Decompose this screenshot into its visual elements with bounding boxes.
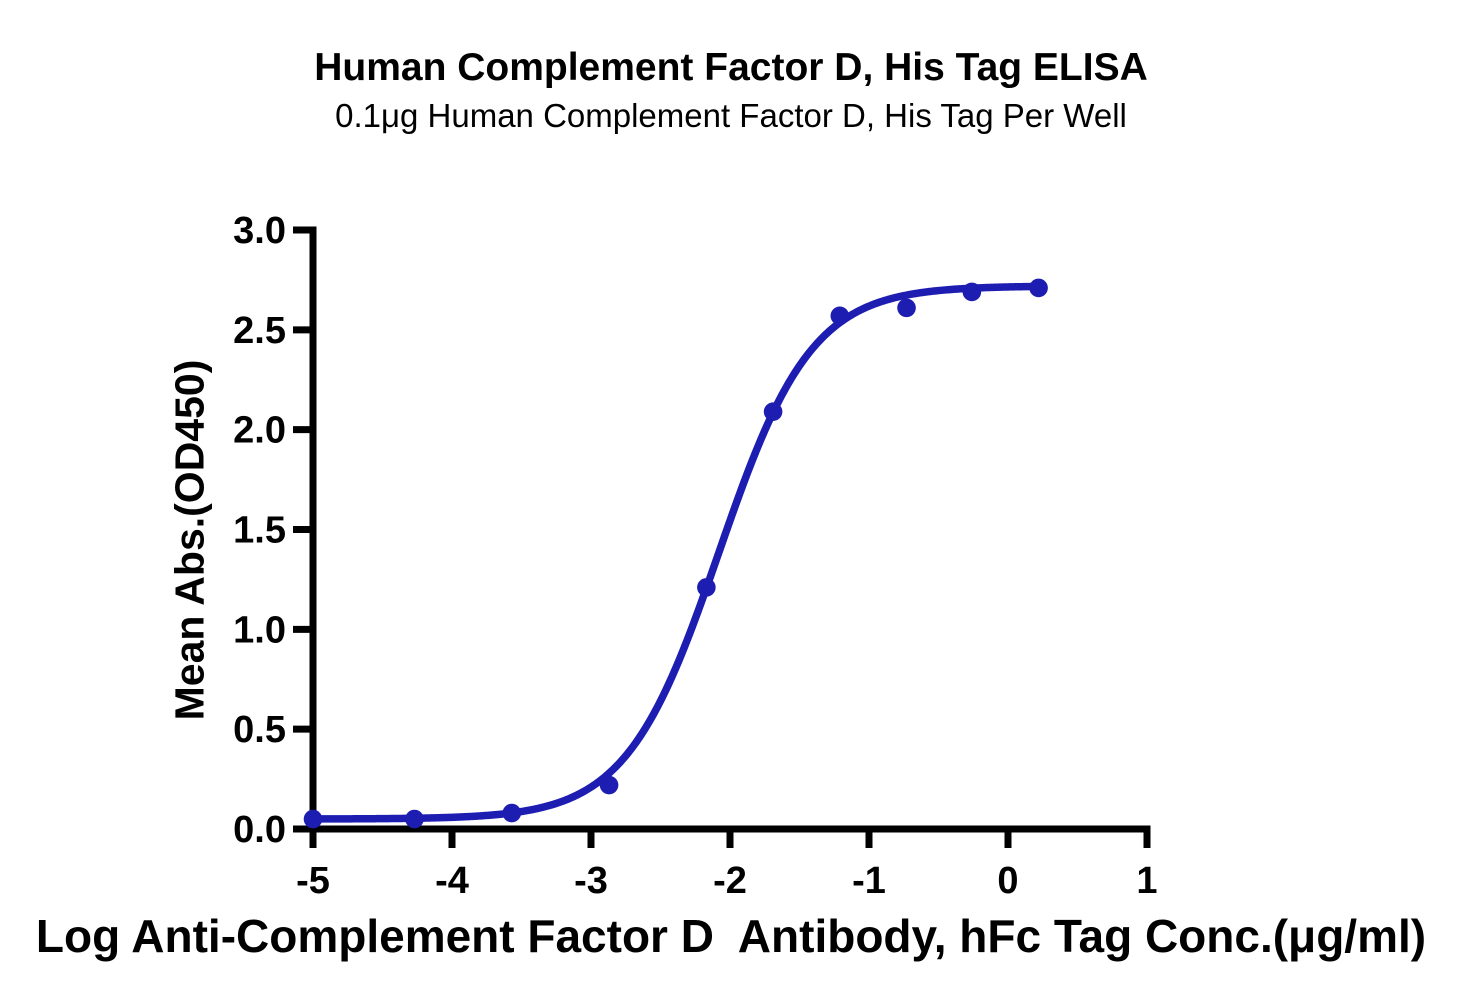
- x-tick-label: -3: [574, 860, 608, 902]
- data-point-marker: [405, 809, 424, 829]
- x-tick-label: -4: [435, 860, 469, 902]
- data-point-marker: [599, 775, 619, 795]
- data-point-marker: [697, 578, 716, 597]
- data-point-marker: [1029, 278, 1048, 298]
- y-tick-label: 0.0: [233, 809, 286, 851]
- x-tick-label: -2: [713, 860, 747, 902]
- x-tick-label: -1: [852, 860, 886, 902]
- y-tick-label: 2.5: [233, 310, 286, 352]
- axis-spine: [309, 226, 1151, 833]
- y-tick-label: 1.0: [233, 609, 286, 651]
- y-tick-label: 0.5: [233, 709, 286, 751]
- y-tick-label: 1.5: [233, 510, 286, 552]
- data-point-marker: [502, 803, 522, 823]
- chart-subtitle: 0.1μg Human Complement Factor D, His Tag…: [335, 97, 1127, 134]
- data-point-marker: [897, 298, 916, 318]
- data-point-marker: [303, 809, 323, 829]
- x-axis-label: Log Anti-Complement Factor D Antibody, h…: [35, 910, 1427, 962]
- data-point-marker: [830, 306, 850, 326]
- y-tick-label: 2.0: [233, 410, 286, 452]
- data-point-marker: [962, 282, 982, 302]
- x-tick-label: -5: [296, 860, 330, 902]
- x-tick-label: 0: [997, 860, 1018, 902]
- y-tick-label: 3.0: [233, 210, 286, 252]
- chart-title: Human Complement Factor D, His Tag ELISA: [314, 46, 1148, 89]
- fit-curve-line: [309, 282, 1043, 823]
- x-tick-label: 1: [1136, 860, 1157, 902]
- data-point-marker: [763, 402, 783, 421]
